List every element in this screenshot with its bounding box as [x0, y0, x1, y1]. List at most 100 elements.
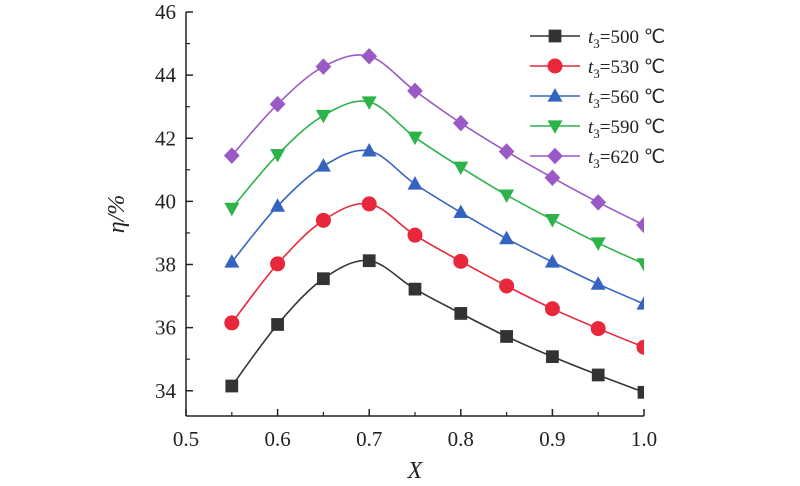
data-point	[544, 301, 560, 317]
data-point	[499, 230, 515, 245]
legend-label: t3=590 ℃	[588, 117, 665, 141]
legend-label-sub: 3	[593, 126, 600, 141]
series-4	[223, 47, 644, 234]
data-point	[636, 296, 644, 310]
y-tick-label: 38	[155, 253, 176, 277]
data-point	[223, 147, 240, 164]
data-point	[361, 47, 378, 65]
data-point	[453, 161, 469, 176]
data-point	[637, 385, 644, 399]
legend-label-sub: 3	[593, 66, 600, 81]
legend-label-var: t	[588, 87, 594, 108]
legend-label-sub: 3	[593, 36, 600, 51]
data-point	[224, 202, 240, 217]
series-layer	[223, 47, 644, 399]
legend-marker	[547, 88, 563, 102]
data-point	[269, 95, 286, 113]
legend-item: t3=530 ℃	[530, 57, 665, 81]
data-point	[315, 158, 331, 172]
legend-marker	[547, 147, 563, 165]
data-point	[453, 204, 469, 219]
data-point	[315, 109, 331, 124]
legend-label-var: t	[588, 27, 594, 48]
y-tick-label: 36	[155, 316, 176, 340]
data-point	[636, 339, 644, 355]
data-point	[407, 227, 423, 243]
data-point	[407, 176, 423, 190]
data-point	[315, 58, 332, 75]
legend-label: t3=530 ℃	[588, 57, 665, 81]
data-point	[590, 276, 606, 290]
series-line	[231, 202, 644, 348]
data-point	[362, 254, 376, 268]
data-point	[407, 82, 423, 100]
legend-label-rest: =590 ℃	[600, 117, 665, 138]
x-tick-label: 0.9	[539, 427, 565, 451]
series-line	[231, 149, 644, 305]
data-point	[544, 254, 560, 268]
data-point	[498, 143, 515, 160]
data-point	[590, 237, 606, 251]
axes: 0.5 0.6 0.7 0.8 0.9 1.0 34 36 38 40 42 44 46	[155, 0, 657, 451]
y-tick-label: 46	[155, 0, 176, 24]
legend-label: t3=560 ℃	[588, 87, 665, 111]
data-point	[591, 368, 605, 382]
x-axis-title: X	[407, 458, 424, 484]
y-tick-label: 40	[155, 189, 176, 213]
legend-item: t3=590 ℃	[530, 117, 665, 141]
data-point	[544, 214, 560, 228]
series-line	[231, 100, 644, 265]
data-point	[453, 253, 469, 269]
legend-item: t3=560 ℃	[530, 87, 665, 111]
data-point	[224, 254, 240, 268]
x-tick-label: 0.7	[356, 427, 382, 451]
data-point	[270, 149, 286, 163]
data-point	[590, 194, 607, 211]
data-point	[225, 379, 239, 393]
data-point	[452, 114, 469, 132]
series-1	[224, 196, 644, 355]
data-point	[315, 212, 331, 228]
legend-label-var: t	[588, 117, 594, 138]
y-tick-label: 44	[155, 63, 177, 87]
series-3	[224, 96, 644, 272]
series-0	[225, 254, 644, 399]
x-tick-label: 1.0	[631, 427, 657, 451]
legend-marker	[547, 120, 563, 134]
y-tick-label: 34	[155, 379, 177, 403]
data-point	[500, 330, 513, 343]
legend-label-rest: =530 ℃	[600, 57, 665, 78]
y-tick-label: 42	[155, 126, 176, 150]
x-tick-label: 0.8	[448, 427, 474, 451]
legend-label: t3=500 ℃	[588, 27, 665, 51]
data-point	[224, 315, 240, 331]
legend-label-sub: 3	[593, 96, 600, 111]
data-point	[407, 131, 423, 146]
data-point	[361, 96, 377, 110]
y-axis-title: η/%	[104, 195, 130, 234]
legend-marker	[548, 29, 562, 43]
legend-label-rest: =620 ℃	[600, 147, 665, 168]
x-tick-label: 0.5	[173, 427, 199, 451]
data-point	[361, 196, 377, 212]
data-point	[590, 321, 606, 337]
data-point	[270, 198, 286, 212]
data-point	[270, 256, 286, 272]
legend-label-var: t	[588, 147, 594, 168]
series-2	[224, 143, 644, 310]
data-point	[408, 282, 422, 296]
series-line	[231, 54, 644, 226]
data-point	[271, 318, 284, 331]
data-point	[544, 169, 561, 186]
data-point	[499, 278, 515, 294]
data-point	[454, 307, 468, 320]
legend-label: t3=620 ℃	[588, 147, 665, 171]
legend-item: t3=620 ℃	[530, 147, 665, 171]
legend: t3=500 ℃t3=530 ℃t3=560 ℃t3=590 ℃t3=620 ℃	[530, 27, 665, 171]
legend-label-rest: =500 ℃	[600, 27, 665, 48]
data-point	[546, 350, 559, 364]
data-point	[361, 143, 377, 157]
data-point	[636, 216, 644, 234]
legend-label-sub: 3	[593, 156, 600, 171]
